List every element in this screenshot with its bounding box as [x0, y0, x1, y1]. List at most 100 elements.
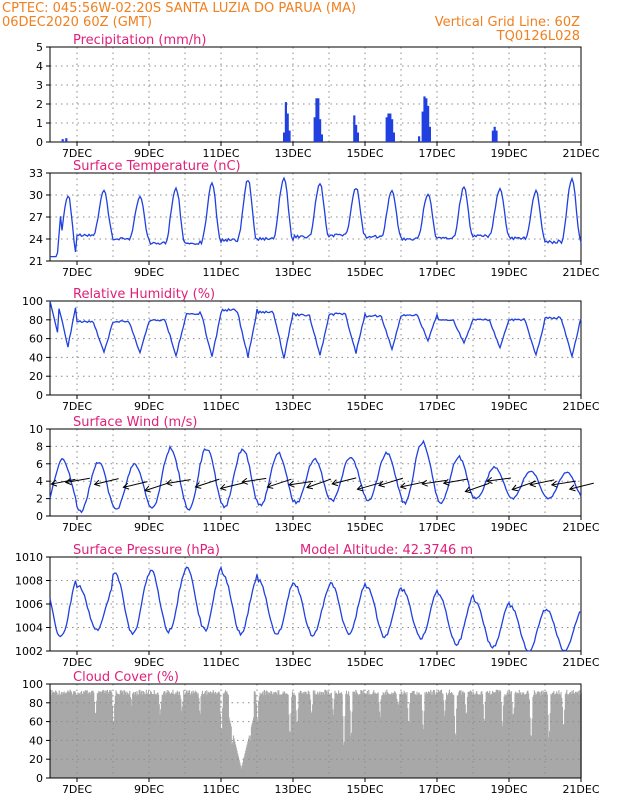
cloud-bar — [129, 697, 132, 778]
cloud-bar — [506, 692, 508, 778]
cloud-bar — [520, 694, 522, 778]
cloud-bar — [278, 694, 281, 778]
cloud-bar — [65, 692, 67, 778]
cloud-bar — [312, 704, 314, 778]
cloud-bar — [324, 689, 326, 778]
x-tick-label: 11DEC — [202, 266, 239, 279]
cloud-bar — [565, 692, 567, 778]
cloud-bar — [60, 692, 62, 778]
y-tick-label: 2 — [36, 98, 43, 111]
cloud-bar — [431, 691, 433, 778]
precip-bar — [286, 113, 289, 142]
cloud-bar — [465, 713, 467, 778]
cloud-bar — [51, 689, 53, 778]
cloud-bar — [199, 714, 201, 778]
precip-bar — [385, 117, 388, 142]
cloud-bar — [332, 709, 334, 778]
x-tick-label: 19DEC — [490, 521, 527, 534]
cloud-bar — [340, 692, 342, 778]
cloud-bar — [307, 693, 309, 778]
cloud-bar — [546, 691, 548, 778]
wind-arrows — [50, 477, 594, 494]
cloud-bar — [494, 692, 497, 778]
cloud-bar — [517, 692, 519, 778]
cloud-bar — [167, 692, 169, 778]
cloud-bar — [142, 691, 144, 778]
cloud-bar — [276, 695, 278, 778]
cloud-bar — [522, 692, 524, 778]
cloud-bar — [242, 762, 244, 778]
cloud-bar — [188, 690, 191, 778]
cloud-bar — [221, 728, 223, 778]
cloud-bar — [83, 691, 85, 778]
cloud-bar — [279, 694, 281, 778]
cloud-bar — [150, 692, 152, 778]
cloud-bar — [505, 695, 507, 778]
cloud-bar — [376, 693, 378, 778]
cloud-bar — [76, 694, 78, 778]
precip-bar — [495, 130, 498, 142]
wind-arrow-head — [442, 478, 450, 486]
cloud-bar — [502, 705, 504, 778]
cloud-bar — [224, 692, 226, 778]
wind-arrow — [123, 481, 148, 488]
cloud-bar — [160, 709, 162, 778]
precip-bar — [356, 132, 359, 142]
cloud-bar — [345, 694, 347, 778]
cloud-bar — [527, 690, 529, 778]
cloud-bar — [266, 690, 268, 778]
cloud-bar — [124, 692, 126, 778]
precip-bar — [65, 138, 68, 142]
y-tick-label: 24 — [29, 233, 43, 246]
cloud-bar — [50, 694, 52, 778]
cloud-bar — [250, 726, 252, 778]
x-tick-label: 13DEC — [274, 400, 311, 413]
cloud-bar — [402, 694, 404, 778]
cloud-bar — [103, 690, 105, 778]
cloud-bar — [564, 709, 566, 778]
precip-bar — [319, 119, 322, 142]
cloud-bar — [239, 762, 241, 778]
y-tick-label: 3 — [36, 79, 43, 92]
cloud-bar — [211, 692, 213, 778]
cloud-bar — [317, 694, 319, 778]
cloud-bar — [337, 693, 339, 778]
cloud-bar — [145, 694, 147, 778]
cloud-bar — [427, 693, 429, 778]
cloud-bar — [206, 690, 208, 778]
cloud-bar — [320, 694, 322, 778]
cloud-bar — [420, 694, 422, 778]
cloud-bar — [163, 691, 165, 778]
grid — [50, 684, 581, 778]
x-tick-label: 17DEC — [418, 521, 455, 534]
cloud-bar — [574, 693, 576, 778]
cloud-bar — [322, 692, 324, 778]
panel-title: Surface Pressure (hPa) — [73, 543, 220, 558]
cloud-bar — [287, 694, 289, 778]
wind-arrow — [166, 479, 191, 484]
cloud-bar — [383, 693, 385, 778]
cloud-bar — [488, 692, 490, 778]
cloud-bar — [258, 696, 260, 778]
cloud-bar — [215, 694, 217, 778]
cloud-bar — [515, 691, 517, 778]
cloud-bar — [352, 691, 354, 778]
cloud-bar — [94, 713, 96, 778]
cloud-bar — [249, 740, 251, 778]
cloud-bar — [549, 713, 551, 778]
cloud-bar — [296, 721, 299, 778]
cloud-bar — [114, 703, 116, 778]
cloud-bar — [240, 765, 242, 778]
cloud-bar — [147, 690, 150, 778]
cloud-bar — [148, 694, 150, 778]
cloud-bar — [540, 691, 542, 778]
panel-title: Precipitation (mm/h) — [73, 33, 206, 48]
cloud-bar — [318, 693, 320, 778]
cloud-bar — [176, 693, 178, 778]
cloud-bar — [210, 693, 212, 778]
cloud-bar — [204, 692, 206, 778]
y-tick-label: 0 — [36, 136, 43, 149]
cloud-bar — [172, 689, 174, 778]
cloud-bar — [442, 693, 444, 778]
cloud-bar — [237, 753, 239, 778]
